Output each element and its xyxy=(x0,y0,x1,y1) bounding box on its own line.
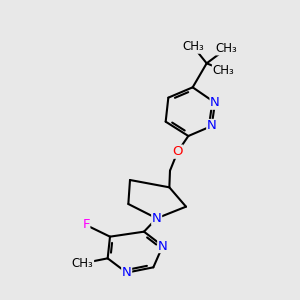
Text: N: N xyxy=(122,266,131,279)
Text: CH₃: CH₃ xyxy=(212,64,234,76)
Text: CH₃: CH₃ xyxy=(216,42,238,55)
Text: N: N xyxy=(152,212,161,225)
Text: O: O xyxy=(172,145,183,158)
Text: F: F xyxy=(82,218,90,232)
Text: CH₃: CH₃ xyxy=(182,40,204,53)
Text: N: N xyxy=(210,96,220,109)
Text: CH₃: CH₃ xyxy=(72,257,94,270)
Text: N: N xyxy=(207,119,217,133)
Text: N: N xyxy=(158,239,167,253)
